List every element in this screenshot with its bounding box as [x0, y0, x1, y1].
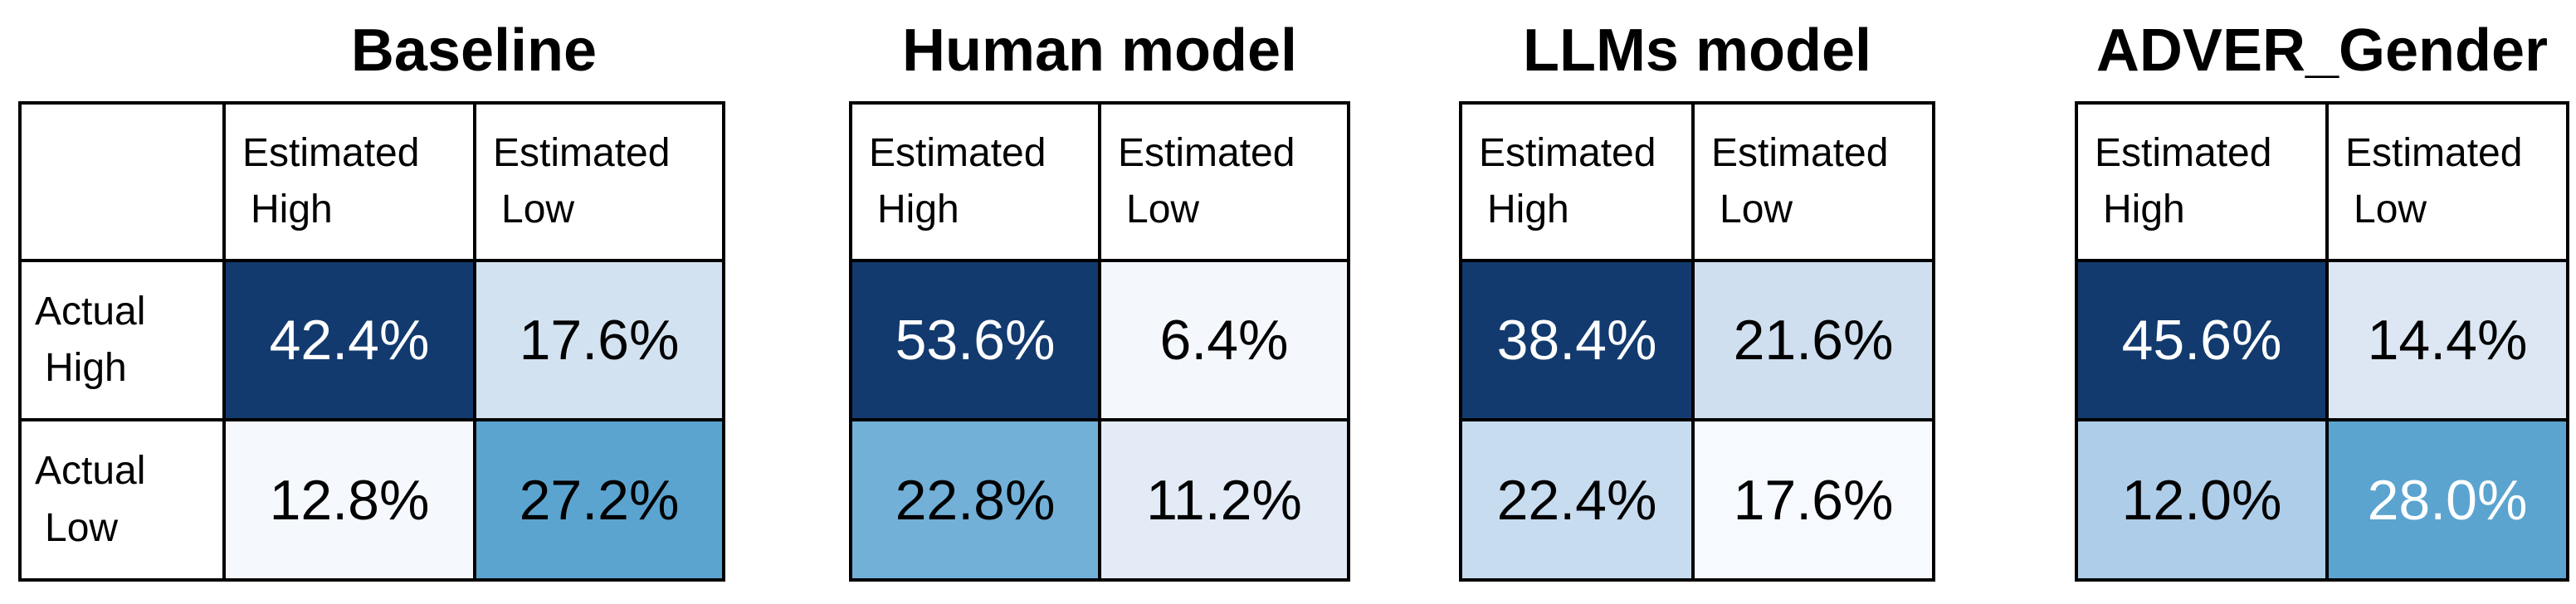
panel-title: LLMs model [1522, 17, 1871, 84]
cell-actual-high-estimated-low: 21.6% [1691, 259, 1935, 421]
col-header-estimated-low: Estimated Low [2325, 101, 2569, 262]
col-header-line1: Estimated [1711, 130, 1889, 175]
col-header-line2: High [2103, 188, 2185, 231]
col-header-line2: High [251, 188, 333, 231]
row-header-actual-high: Actual High [18, 259, 226, 421]
col-header-line1: Estimated [1118, 130, 1295, 175]
col-header-estimated-low: Estimated Low [1691, 101, 1935, 262]
confusion-matrix-llms-model: Estimated High Estimated Low 38.4% 21.6%… [1459, 101, 1935, 582]
cell-actual-high-estimated-high: 53.6% [849, 259, 1101, 421]
col-header-line2: Low [501, 188, 575, 231]
cell-actual-low-estimated-low: 28.0% [2325, 418, 2569, 582]
row-header-line1: Actual [35, 289, 146, 334]
col-header-line1: Estimated [869, 130, 1046, 175]
panel-adver-gender: ADVER_Gender Estimated High Estimated Lo… [2075, 0, 2569, 582]
cell-actual-high-estimated-high: 45.6% [2075, 259, 2329, 421]
cell-actual-low-estimated-low: 11.2% [1098, 418, 1350, 582]
cell-actual-low-estimated-high: 22.8% [849, 418, 1101, 582]
col-header-line2: Low [1126, 188, 1200, 231]
cell-actual-high-estimated-high: 42.4% [222, 259, 476, 421]
cell-actual-high-estimated-low: 17.6% [473, 259, 725, 421]
row-header-line1: Actual [35, 449, 146, 494]
confusion-matrix-adver-gender: Estimated High Estimated Low 45.6% 14.4%… [2075, 101, 2569, 582]
col-header-line2: Low [2354, 188, 2427, 231]
panel-title: ADVER_Gender [2095, 17, 2549, 84]
cell-actual-low-estimated-high: 12.0% [2075, 418, 2329, 582]
col-header-estimated-high: Estimated High [849, 101, 1101, 262]
panel-llms-model: LLMs model Estimated High Estimated Low … [1459, 0, 1935, 582]
panel-baseline: Baseline Estimated High Estimated Low Ac… [18, 0, 725, 582]
col-header-estimated-high: Estimated High [1459, 101, 1695, 262]
cell-actual-low-estimated-low: 27.2% [473, 418, 725, 582]
cell-actual-high-estimated-low: 6.4% [1098, 259, 1350, 421]
col-header-line2: Low [1720, 188, 1793, 231]
col-header-line1: Estimated [242, 130, 420, 175]
panel-title: Human model [901, 17, 1298, 84]
col-header-line1: Estimated [493, 130, 671, 175]
row-header-line2: High [45, 346, 127, 390]
col-header-estimated-high: Estimated High [222, 101, 476, 262]
confusion-matrix-human-model: Estimated High Estimated Low 53.6% 6.4% … [849, 101, 1350, 582]
col-header-line1: Estimated [2095, 130, 2272, 175]
col-header-line2: High [1487, 188, 1569, 231]
col-header-line1: Estimated [2345, 130, 2523, 175]
cell-actual-low-estimated-high: 22.4% [1459, 418, 1695, 582]
col-header-estimated-low: Estimated Low [1098, 101, 1350, 262]
col-header-line2: High [877, 188, 959, 231]
row-header-actual-low: Actual Low [18, 418, 226, 582]
col-header-estimated-high: Estimated High [2075, 101, 2329, 262]
col-header-line1: Estimated [1479, 130, 1656, 175]
cell-actual-low-estimated-low: 17.6% [1691, 418, 1935, 582]
cell-actual-high-estimated-low: 14.4% [2325, 259, 2569, 421]
corner-cell [18, 101, 226, 262]
cell-actual-low-estimated-high: 12.8% [222, 418, 476, 582]
col-header-estimated-low: Estimated Low [473, 101, 725, 262]
panel-human-model: Human model Estimated High Estimated Low… [849, 0, 1350, 582]
panel-title: Baseline [350, 17, 598, 84]
confusion-matrix-baseline: Estimated High Estimated Low Actual High… [18, 101, 725, 582]
row-header-line2: Low [45, 505, 119, 550]
cell-actual-high-estimated-high: 38.4% [1459, 259, 1695, 421]
